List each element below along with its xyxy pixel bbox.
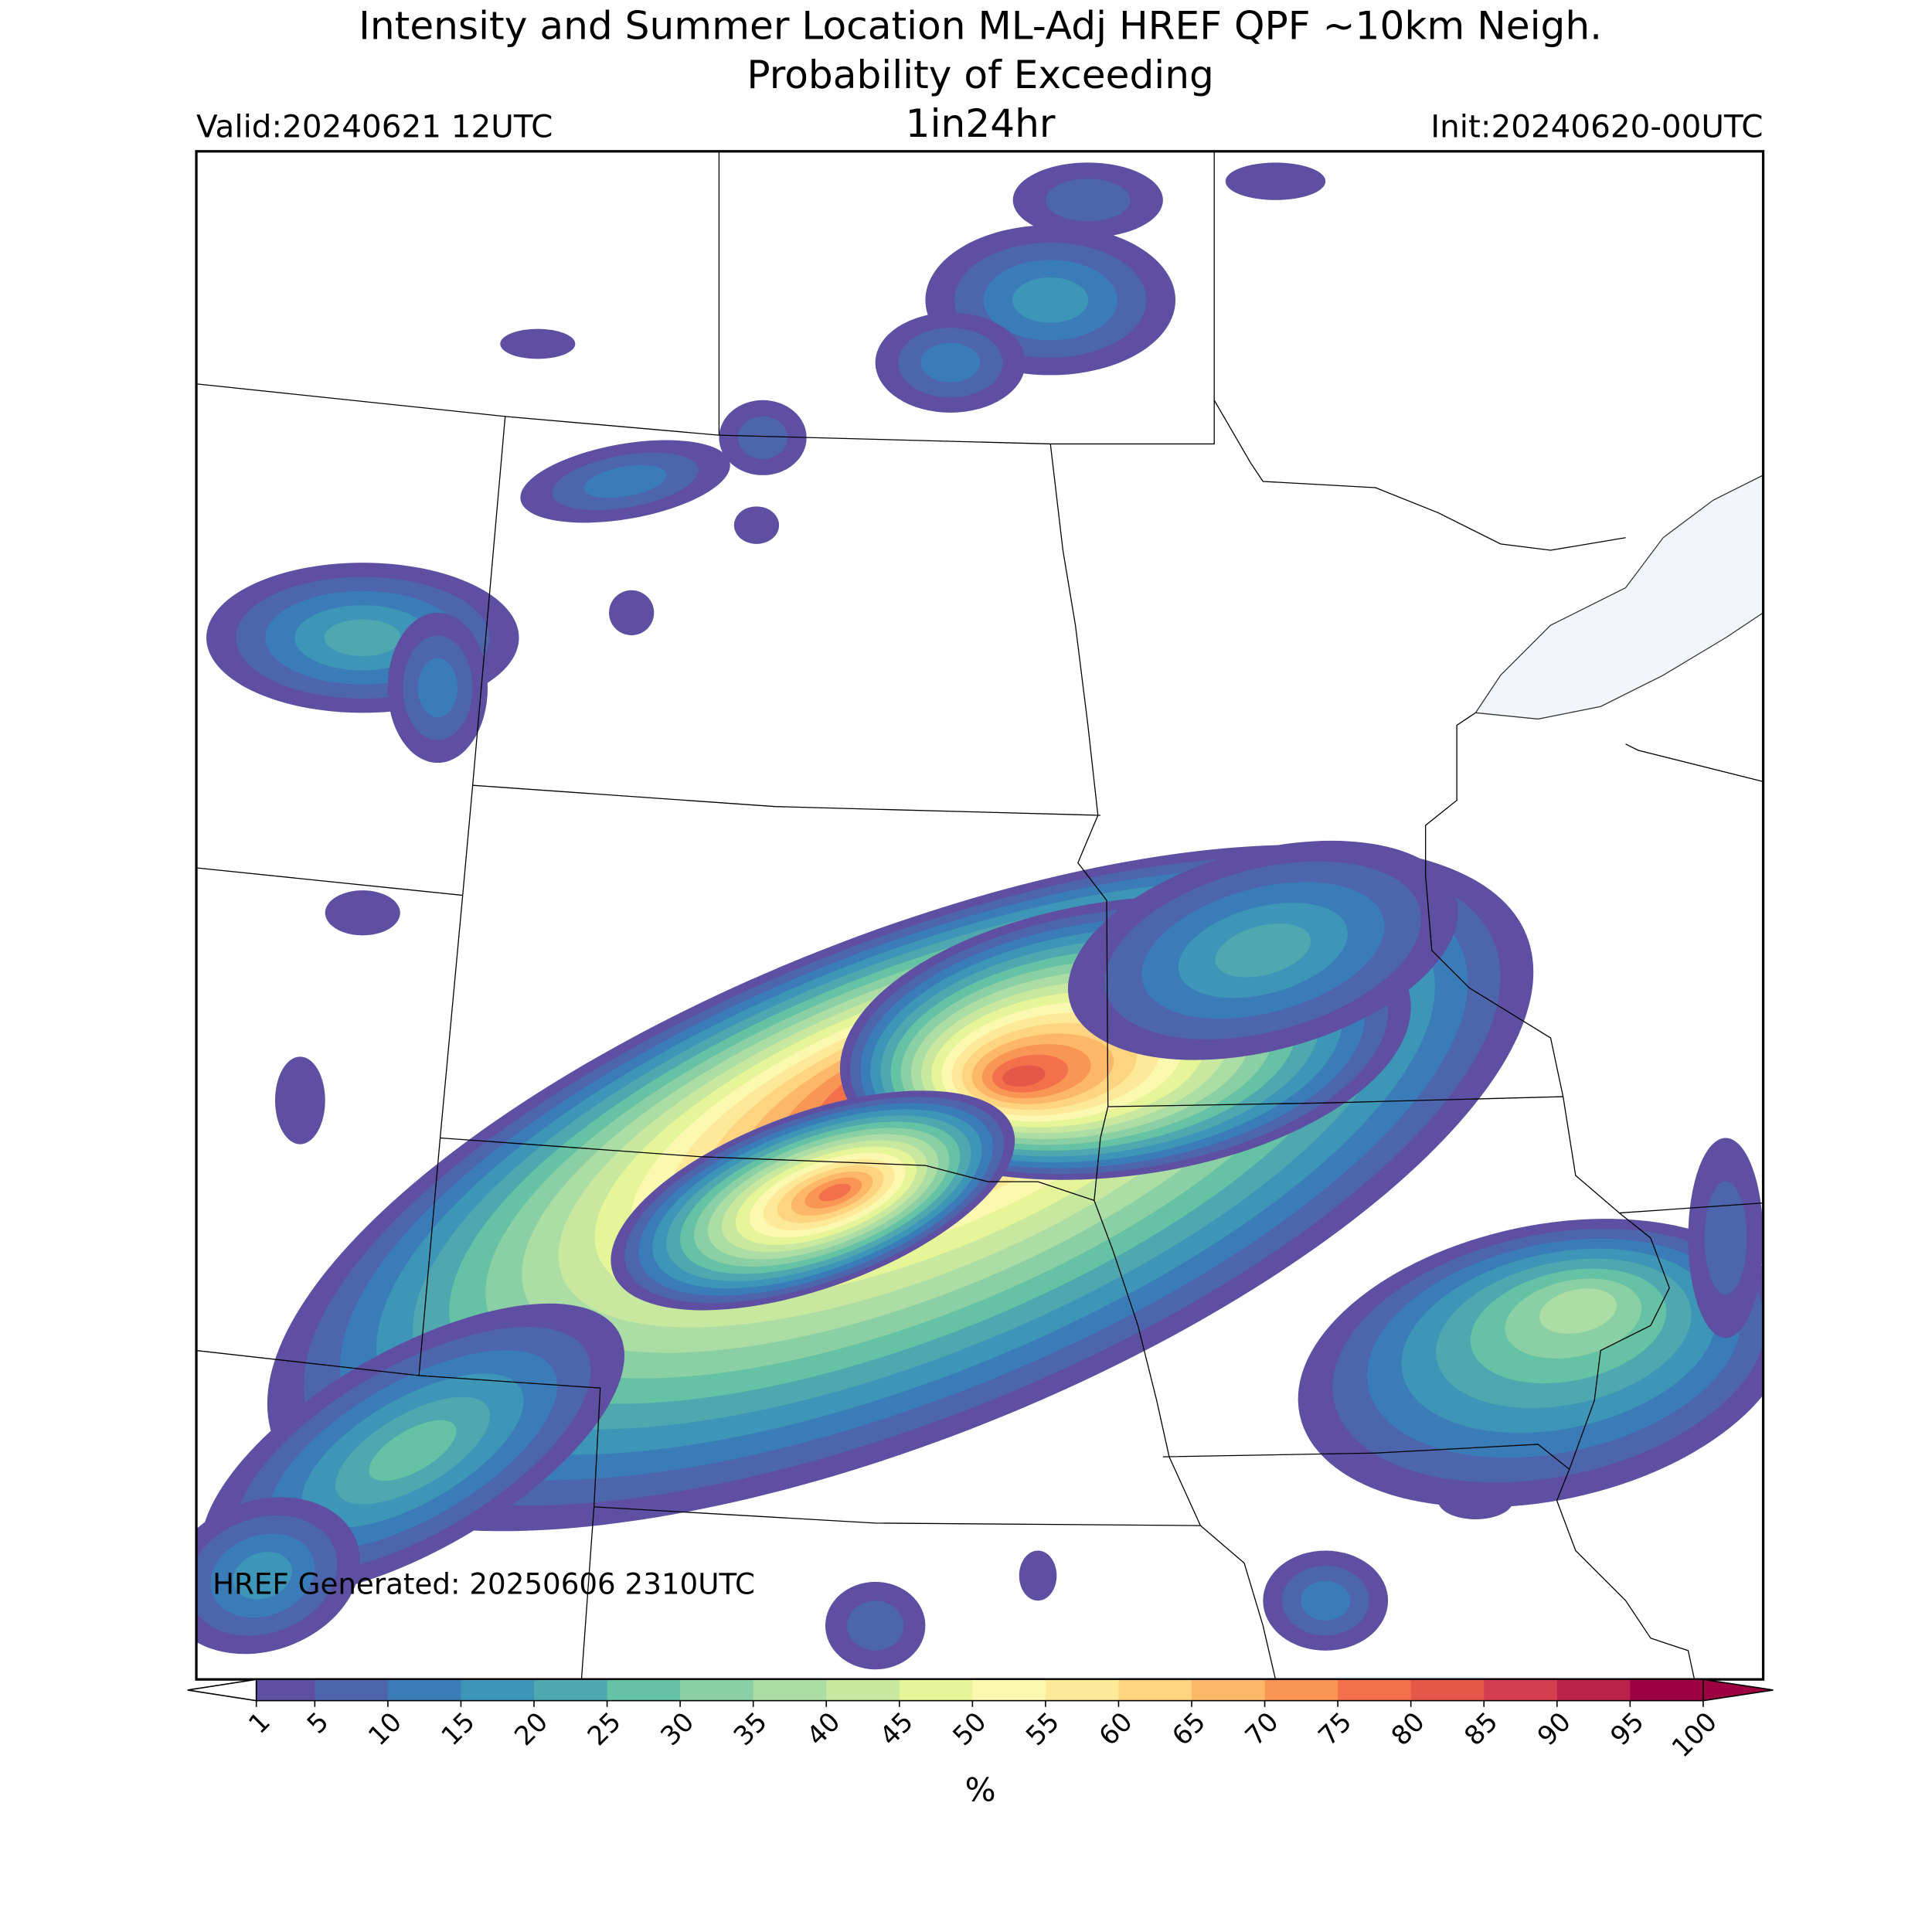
colorbar-segment [461,1679,535,1701]
colorbar-segment [1045,1679,1120,1701]
colorbar-segment [680,1679,754,1701]
probability-contour [1045,179,1131,222]
border [1162,1444,1696,1680]
colorbar-segment [1556,1679,1631,1701]
generated-note: HREF Generated: 20250606 2310UTC [213,1566,755,1600]
colorbar-tick-label: 5 [301,1706,335,1740]
colorbar-segment [899,1679,974,1701]
border [1107,1096,1764,1214]
colorbar-tick-label: 40 [801,1706,846,1752]
colorbar-tick-label: 95 [1605,1706,1651,1752]
colorbar-segment [1410,1679,1485,1701]
colorbar-tick-label: 65 [1166,1706,1212,1752]
colorbar-segment [826,1679,900,1701]
colorbar-segment [1192,1679,1266,1701]
colorbar-tick-label: 10 [362,1706,408,1752]
border [1049,444,1277,1680]
colorbar-tick-label: 25 [582,1706,628,1752]
threshold: 1in24hr [906,100,1056,146]
probability-contour [609,590,655,636]
colorbar-tick-label: 35 [728,1706,774,1752]
colorbar-extend-max [1702,1679,1774,1702]
valid-time: Valid:20240621 12UTC [196,108,553,145]
colorbar-segment [1630,1679,1704,1701]
title: Intensity and Summer Location ML-Adj HRE… [359,3,1602,49]
colorbar-tick-label: 70 [1240,1706,1285,1752]
probability-contour [274,1056,325,1145]
probability-contour [1019,1550,1057,1601]
probability-contour [1215,923,1311,978]
probability-contour [324,619,401,657]
probability-contour [325,890,400,936]
colorbar-label: % [965,1770,996,1808]
colorbar-segment [1118,1679,1192,1701]
probability-contour [1002,1065,1046,1087]
colorbar-tick-label: 30 [655,1706,700,1752]
colorbar-segment [1264,1679,1338,1701]
colorbar-tick-label: 80 [1386,1706,1431,1752]
init-time: Init:20240620-00UTC [1430,108,1763,145]
border [196,895,464,1376]
colorbar-segment [1484,1679,1558,1701]
colorbar-tick-label: 75 [1312,1706,1358,1752]
probability-contour [1704,1181,1747,1295]
border [1569,1213,1670,1470]
colorbar-segment [315,1679,389,1701]
border [196,416,506,896]
border [1425,712,1764,1097]
probability-contour [1012,277,1089,323]
colorbar-tick-label: 85 [1458,1706,1504,1752]
probability-contour [1539,1288,1617,1334]
map [196,151,1764,1680]
probability-contour [1301,1580,1351,1621]
border [196,151,1215,445]
colorbar-tick-label: 1 [243,1706,277,1740]
probability-contour [369,1420,457,1481]
probability-contour [847,1600,904,1651]
state-borders [196,151,1764,1680]
colorbar-tick-label: 60 [1094,1706,1139,1752]
colorbar-tick-label: 20 [509,1706,554,1752]
probability-contour [500,328,576,359]
probability-field [196,162,1764,1670]
colorbar-extend-min [187,1679,257,1702]
probability-contour [738,416,788,459]
probability-contour [818,1183,852,1202]
colorbar-tick-label: 55 [1020,1706,1066,1752]
colorbar-outline [255,1679,1704,1702]
probability-contour [733,506,780,544]
colorbar: 1 5 10 15 20 25 30 35 40 45 50 55 60 65 70 75 80 85 90 95 10… [187,1679,1774,1764]
probability-contour [233,1552,292,1600]
probability-contour [920,342,981,383]
colorbar-segment [256,1679,316,1701]
border [419,1375,601,1680]
probability-contour [1225,162,1326,200]
probability-contour [417,658,457,718]
colorbar-segment [387,1679,462,1701]
colorbar-tick-label: 45 [874,1706,920,1752]
colorbar-tick-label: 50 [947,1706,993,1752]
border [1213,400,1626,551]
colorbar-segment [1338,1679,1412,1701]
colorbar-tick-label: 15 [436,1706,481,1752]
probability-contour [583,464,667,498]
subtitle: Probability of Exceeding [747,52,1214,97]
colorbar-segment [534,1679,608,1701]
colorbar-tick-label: 100 [1666,1706,1723,1764]
colorbar-tick-label: 90 [1532,1706,1577,1752]
border [440,1137,1095,1202]
colorbar-segment [607,1679,681,1701]
colorbar-segment [972,1679,1046,1701]
border [594,1506,1201,1526]
border [472,784,1100,816]
colorbar-segment [753,1679,828,1701]
probability-contour [1437,1481,1513,1520]
